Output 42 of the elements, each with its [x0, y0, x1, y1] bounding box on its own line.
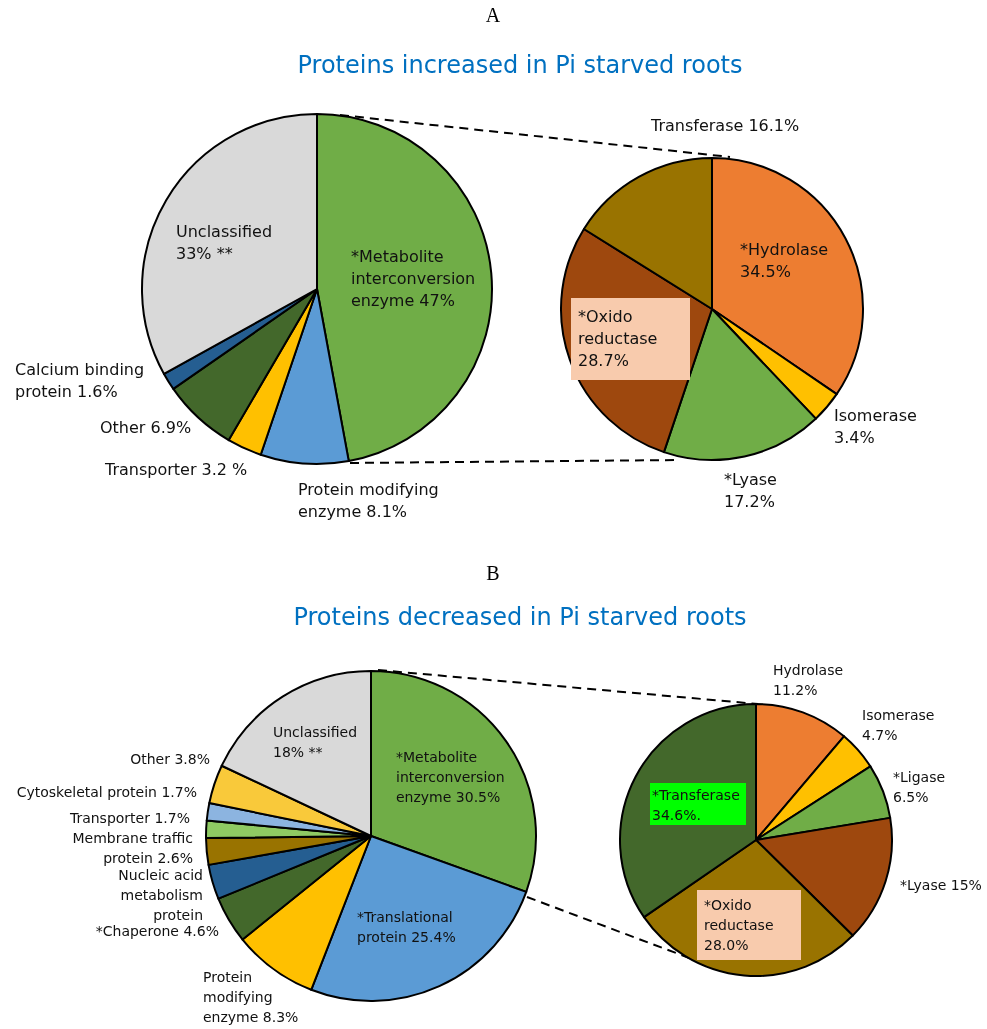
slice-label: Isomerase [834, 406, 917, 425]
slice-label: Transporter 3.2 % [104, 460, 248, 479]
slice-label: Unclassified [176, 222, 273, 241]
data-label: 17.2% [724, 492, 775, 511]
slice-label: Hydrolase [773, 662, 844, 678]
chart-title: Proteins increased in Pi starved roots [297, 51, 743, 79]
slice-label: *Translational protein 25.4% [357, 909, 456, 945]
slice-label: *Ligase [893, 769, 946, 785]
data-label: 11.2% [773, 682, 818, 698]
chart-title: Proteins decreased in Pi starved roots [293, 603, 747, 631]
data-label: 18% ** [273, 744, 323, 760]
slice-label: *Oxido reductase [578, 307, 658, 348]
slice-label: *Oxido reductase [704, 897, 774, 933]
text: A [485, 4, 501, 26]
slice-label: Nucleic acid metabolism protein [118, 867, 203, 923]
data-label: 3.4% [834, 428, 875, 447]
slice-label: *Metabolite interconversion enzyme 30.5% [396, 749, 505, 805]
slice-label: Other 3.8% [130, 751, 210, 767]
data-label: 28.0% [704, 937, 749, 953]
data-label: 28.7% [578, 351, 629, 370]
data-label: 34.6%. [652, 807, 701, 823]
slice-label: Transporter 1.7% [68, 810, 190, 826]
slice-label: *Chaperone 4.6% [95, 923, 219, 939]
slice-label: Membrane traffic protein 2.6% [72, 830, 193, 866]
slice-label: *Hydrolase [740, 240, 829, 259]
text: B [486, 562, 500, 584]
slice-label: Unclassified [273, 724, 358, 740]
data-label: 6.5% [893, 789, 929, 805]
slice-label: Other 6.9% [100, 418, 192, 437]
slice-label: Transferase 16.1% [650, 116, 800, 135]
data-label: 33% ** [176, 244, 233, 263]
slice-label: *Lyase 15% [900, 877, 982, 893]
data-label: 4.7% [862, 727, 898, 743]
slice-label: *Metabolite interconversion enzyme 47% [351, 247, 476, 310]
slice-label: *Lyase [724, 470, 777, 489]
slice-label: Protein modifying enzyme 8.1% [298, 480, 439, 521]
slice-label: Isomerase [862, 707, 935, 723]
data-label: 34.5% [740, 262, 791, 281]
slice-label: Cytoskeletal protein 1.7% [16, 784, 197, 800]
slice-label: *Transferase [652, 787, 740, 803]
slice-label: Protein modifying enzyme 8.3% [203, 969, 299, 1025]
slice-label: Calcium binding protein 1.6% [15, 360, 145, 401]
